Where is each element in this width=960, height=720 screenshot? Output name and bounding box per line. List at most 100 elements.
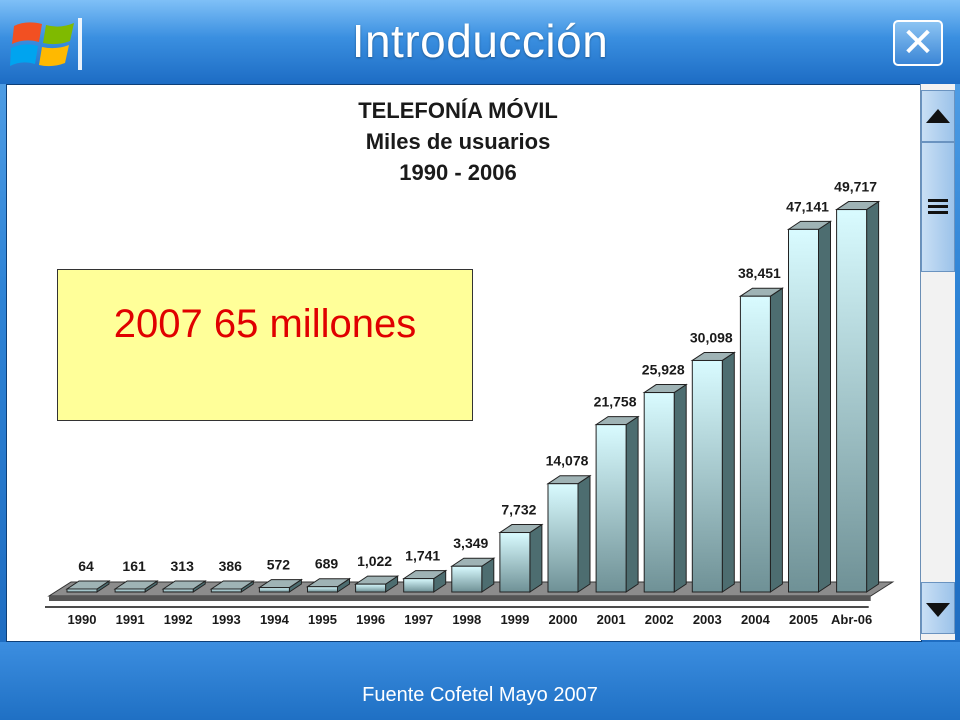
value-label: 386 (219, 558, 243, 574)
bar (113, 580, 159, 593)
value-label: 30,098 (690, 329, 733, 345)
bar-side (673, 383, 687, 593)
bar-front (403, 578, 435, 593)
bar-front (114, 588, 146, 593)
arrow-up-icon (926, 109, 950, 123)
bar-front (355, 583, 387, 593)
bar-front (307, 586, 338, 593)
x-tick-label: 1991 (116, 612, 145, 627)
bar-front (162, 588, 194, 593)
x-tick-label: 2000 (549, 612, 578, 627)
bar-side (769, 287, 783, 593)
callout-box: 2007 65 millones (57, 269, 473, 421)
bar (690, 351, 736, 593)
bar (498, 523, 544, 593)
value-label: 14,078 (546, 453, 589, 469)
windows-logo-icon (10, 18, 82, 70)
x-tick-label: 1992 (164, 612, 193, 627)
bar-series (65, 200, 881, 593)
bar (642, 383, 688, 593)
bar (209, 580, 255, 593)
bar-side (721, 351, 735, 593)
chart-subtitle-line: 1990 - 2006 (399, 160, 516, 185)
arrow-down-icon (926, 603, 950, 617)
value-label: 313 (171, 558, 195, 574)
x-tick-label: 2003 (693, 612, 722, 627)
scroll-thumb[interactable] (921, 142, 955, 272)
value-label: 1,741 (405, 548, 440, 564)
close-icon: ✕ (901, 20, 935, 66)
value-label: 47,141 (786, 198, 829, 214)
bar-front (643, 392, 675, 593)
bar-side (625, 415, 639, 593)
x-tick-label: 1999 (500, 612, 529, 627)
value-label: 1,022 (357, 553, 392, 569)
value-label: 64 (78, 558, 94, 574)
value-label: 38,451 (738, 265, 781, 281)
bar-front (66, 588, 98, 593)
chart-subtitle-line: Miles de usuarios (366, 129, 551, 154)
bar (834, 200, 881, 593)
x-tick-label: Abr-06 (831, 612, 872, 627)
x-tick-label: 2002 (645, 612, 674, 627)
bar-front (788, 228, 819, 593)
value-label: 49,717 (834, 179, 877, 195)
x-tick-label: 1994 (260, 612, 290, 627)
bar (161, 580, 207, 593)
bar-side (866, 200, 880, 593)
scrollbar[interactable] (920, 84, 955, 640)
bar-side (529, 523, 543, 593)
x-tick-label: 1997 (404, 612, 433, 627)
close-button[interactable]: ✕ (893, 20, 943, 66)
value-label: 161 (122, 558, 146, 574)
scroll-down-button[interactable] (921, 582, 955, 634)
bar (594, 415, 640, 593)
bar-side (577, 474, 591, 593)
bar (786, 220, 833, 593)
scroll-up-button[interactable] (921, 90, 955, 142)
value-labels: 64 161 313 386 572 689 1,022 1,741 3,349 7,732 14,… (78, 179, 877, 574)
bar (353, 575, 400, 593)
value-label: 21,758 (594, 394, 637, 410)
bar (402, 569, 448, 593)
x-tick-label: 1996 (356, 612, 385, 627)
floor-front (49, 596, 871, 601)
grip-icon (928, 199, 948, 214)
x-tick-label: 2005 (789, 612, 818, 627)
bar-front (499, 532, 531, 593)
bar-front (451, 565, 483, 593)
x-tick-labels: 1990 1991 1992 1993 1994 1995 1996 1997 1998 1999… (68, 612, 873, 627)
x-tick-label: 2004 (741, 612, 771, 627)
bar-front (210, 588, 242, 593)
bar-front (739, 295, 771, 593)
bar-front (547, 483, 579, 593)
bar (738, 287, 785, 593)
value-label: 572 (267, 557, 291, 573)
bar (305, 577, 352, 593)
chart-title: TELEFONÍA MÓVIL Miles de usuarios 1990 -… (358, 98, 558, 185)
bar-front (836, 209, 868, 593)
x-tick-label: 1995 (308, 612, 337, 627)
value-label: 7,732 (501, 502, 536, 518)
bar (257, 578, 304, 593)
value-label: 3,349 (453, 535, 488, 551)
chart-title-line: TELEFONÍA MÓVIL (358, 98, 558, 123)
bar (546, 474, 592, 593)
x-tick-label: 1990 (68, 612, 97, 627)
bar (450, 557, 496, 593)
value-label: 689 (315, 556, 339, 572)
title-bar (0, 0, 960, 84)
bar-side (818, 220, 831, 593)
window-title: Introducción (351, 15, 609, 67)
bar-chart: TELEFONÍA MÓVIL Miles de usuarios 1990 -… (45, 98, 895, 627)
bar-front (258, 587, 290, 593)
status-bar (0, 642, 960, 720)
callout-text: 2007 65 millones (113, 302, 417, 346)
bar (65, 580, 111, 593)
x-tick-label: 1993 (212, 612, 241, 627)
x-tick-label: 1998 (452, 612, 481, 627)
x-tick-label: 2001 (597, 612, 626, 627)
source-note: Fuente Cofetel Mayo 2007 (362, 684, 598, 706)
value-label: 25,928 (642, 362, 685, 378)
bar-front (691, 359, 723, 593)
